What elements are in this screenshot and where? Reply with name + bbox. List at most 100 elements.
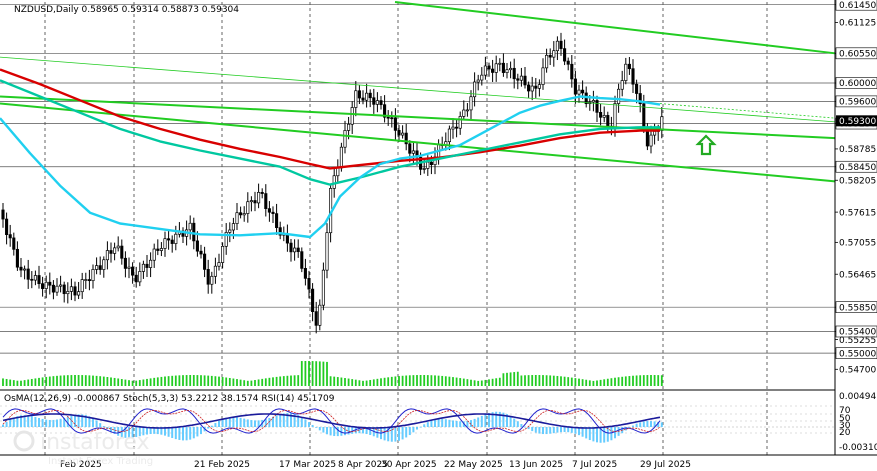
candle-30 [109, 242, 113, 263]
candle-148 [534, 78, 538, 98]
osma-bar-75 [272, 416, 274, 427]
candle-172 [620, 70, 624, 97]
candle-body-9 [33, 275, 37, 281]
volume-bar-122 [441, 375, 444, 386]
candle-body-129 [465, 109, 469, 112]
candle-body-161 [581, 89, 585, 94]
candle-21 [77, 282, 81, 300]
volume-bar-46 [167, 376, 170, 386]
volume-bar-115 [416, 375, 418, 386]
volume-bar-177 [639, 375, 642, 386]
osma-bar-164 [592, 427, 595, 442]
price-tick-label-16: 0.54700 [839, 365, 876, 375]
candle-175 [631, 59, 635, 94]
candle-body-53 [192, 222, 196, 242]
volume-bar-173 [624, 376, 627, 386]
osma-bar-60 [218, 420, 220, 427]
candle-37 [134, 266, 138, 288]
volume-bar-168 [606, 378, 609, 386]
osma-bar-20 [74, 414, 76, 427]
volume-bar-6 [23, 380, 26, 386]
volume-bar-164 [592, 380, 595, 386]
candle-67 [242, 206, 246, 222]
price-tick-label-15: 0.55000 [839, 349, 876, 359]
volume-bar-75 [272, 377, 274, 386]
indicator-axis-label-3: 30 [839, 421, 851, 431]
osma-bar-12 [45, 419, 48, 427]
osma-bar-142 [513, 418, 516, 427]
candle-151 [545, 48, 549, 73]
osma-bar-86 [311, 424, 314, 427]
osma-bar-0 [2, 424, 4, 427]
volume-bar-58 [210, 375, 213, 386]
price-tick-label-6: 0.58785 [839, 145, 876, 155]
watermark: instaforex Instant Forex Trading [13, 430, 153, 467]
candle-body-69 [249, 200, 253, 203]
volume-bar-23 [84, 375, 87, 386]
volume-bar-55 [200, 375, 202, 386]
volume-bar-79 [286, 375, 289, 386]
osma-bar-133 [480, 415, 483, 427]
osma-bar-143 [516, 421, 519, 427]
volume-bar-159 [574, 378, 577, 386]
osma-bar-27 [99, 423, 102, 427]
candle-body-84 [303, 268, 307, 279]
candle-body-65 [235, 212, 239, 224]
price-tick-label-9: 0.57615 [839, 208, 876, 218]
candle-140 [505, 62, 509, 79]
candle-126 [455, 118, 459, 138]
osma-bar-73 [264, 419, 267, 427]
date-label-1: 21 Feb 2025 [194, 460, 250, 470]
candle-33 [120, 239, 124, 265]
osma-bar-24 [88, 416, 91, 427]
volume-bar-119 [430, 375, 433, 386]
candle-body-174 [627, 63, 631, 70]
volume-bar-121 [437, 375, 440, 386]
candle-73 [264, 184, 268, 217]
volume-bar-179 [646, 375, 649, 386]
volume-bar-153 [552, 375, 555, 386]
candle-5 [19, 257, 23, 278]
volume-bar-87 [315, 361, 318, 386]
candle-138 [498, 58, 502, 72]
volume-bar-123 [444, 376, 447, 386]
volume-bar-59 [214, 376, 217, 386]
candle-body-45 [163, 238, 167, 249]
channel-line-2 [0, 102, 836, 183]
osma-bar-152 [549, 427, 552, 434]
candle-body-33 [120, 245, 124, 259]
candle-body-16 [59, 284, 63, 287]
candle-body-148 [534, 85, 538, 89]
moving-averages [0, 68, 661, 239]
channel-thin-line [0, 56, 836, 123]
candle-body-110 [397, 130, 401, 136]
volume-bar-16 [59, 375, 62, 386]
candle-body-107 [386, 116, 390, 119]
date-label-6: 13 Jun 2025 [509, 460, 563, 470]
candle-88 [318, 299, 322, 331]
candle-body-38 [138, 271, 142, 283]
candle-body-82 [296, 247, 300, 253]
volume-bar-25 [92, 375, 94, 386]
volume-bar-76 [275, 376, 278, 386]
candle-body-19 [69, 286, 73, 292]
candle-41 [149, 252, 153, 278]
osma-bar-30 [110, 427, 112, 432]
candle-body-39 [141, 263, 145, 272]
volume-bar-165 [596, 380, 598, 386]
candle-77 [278, 221, 282, 240]
volume-bar-180 [650, 375, 652, 386]
watermark-logo: instaforex [40, 430, 150, 455]
candles [1, 32, 664, 334]
price-label-box-2 [835, 47, 877, 60]
candle-body-138 [498, 62, 502, 65]
volume-bar-8 [30, 378, 33, 386]
volume-bar-183 [660, 375, 663, 386]
candle-body-157 [566, 60, 570, 65]
volume-bar-26 [95, 375, 98, 386]
date-label-0: Feb 2025 [60, 460, 102, 470]
candle-46 [167, 229, 171, 250]
candle-body-5 [19, 266, 23, 271]
osma-bar-6 [23, 415, 26, 427]
candle-156 [563, 39, 567, 66]
